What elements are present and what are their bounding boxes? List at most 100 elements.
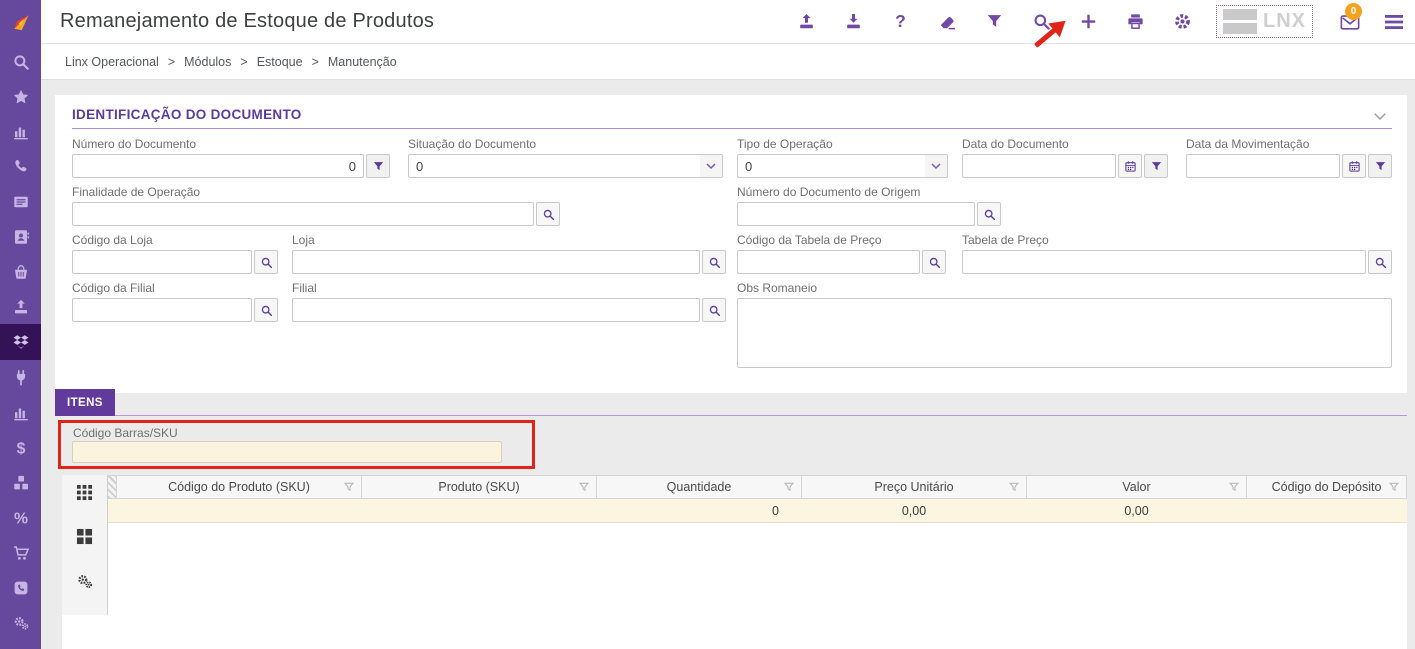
- sidebar-item-upload[interactable]: [0, 289, 41, 324]
- sidebar-item-list-card[interactable]: [0, 184, 41, 219]
- calendar-icon[interactable]: [1118, 154, 1142, 178]
- notifications-button[interactable]: 0: [1339, 2, 1362, 32]
- sidebar-item-star[interactable]: [0, 79, 41, 114]
- column-header[interactable]: Código do Depósito: [1247, 476, 1407, 498]
- search-icon[interactable]: [922, 250, 946, 274]
- column-filter-icon[interactable]: [1008, 481, 1020, 493]
- lnx-logo-placeholder[interactable]: LNX: [1216, 5, 1313, 38]
- plus-icon[interactable]: [1078, 12, 1098, 32]
- svg-text:%: %: [13, 510, 27, 527]
- column-header[interactable]: Preço Unitário: [802, 476, 1027, 498]
- filial-input[interactable]: [292, 298, 700, 322]
- grid-header-row: Código do Produto (SKU) Produto (SKU) Quan…: [108, 475, 1407, 499]
- field-label: Situação do Documento: [408, 137, 537, 151]
- search-icon[interactable]: [977, 202, 1001, 226]
- sidebar-item-basket[interactable]: [0, 254, 41, 289]
- codigo-tabela-preco-input[interactable]: [737, 250, 920, 274]
- codigo-filial-input[interactable]: [72, 298, 252, 322]
- grid-settings-icon[interactable]: [76, 572, 93, 589]
- tabela-preco-input[interactable]: [962, 250, 1366, 274]
- search-icon[interactable]: [254, 298, 278, 322]
- breadcrumb-item[interactable]: Módulos: [184, 54, 232, 69]
- hamburger-menu-icon[interactable]: [1385, 14, 1403, 30]
- column-filter-icon[interactable]: [578, 481, 590, 493]
- grid-view-icon[interactable]: [76, 484, 93, 501]
- phone-icon: [12, 158, 30, 176]
- filter-icon[interactable]: [984, 12, 1004, 32]
- search-icon[interactable]: [702, 250, 726, 274]
- field-label: Código da Filial: [72, 281, 155, 295]
- sidebar-item-dropbox[interactable]: [0, 324, 41, 360]
- download-icon[interactable]: [843, 12, 863, 32]
- search-icon[interactable]: [1031, 12, 1051, 32]
- calendar-icon[interactable]: [1342, 154, 1366, 178]
- column-header[interactable]: Código do Produto (SKU): [117, 476, 362, 498]
- lnx-bars-icon: [1223, 9, 1257, 34]
- table-cell[interactable]: [117, 499, 362, 522]
- situacao-documento-select[interactable]: 0: [408, 154, 723, 178]
- field-label: Data da Movimentação: [1186, 137, 1310, 151]
- sidebar-item-cart[interactable]: [0, 535, 41, 570]
- chevron-down-icon[interactable]: [925, 155, 947, 177]
- table-cell[interactable]: 0: [772, 503, 779, 518]
- breadcrumb-item[interactable]: Linx Operacional: [65, 54, 159, 69]
- column-header[interactable]: Valor: [1027, 476, 1247, 498]
- table-cell[interactable]: 0,00: [1124, 503, 1149, 518]
- filter-icon[interactable]: [366, 154, 390, 178]
- search-icon[interactable]: [1368, 250, 1392, 274]
- field-label: Obs Romaneio: [737, 281, 818, 295]
- tipo-operacao-select[interactable]: 0: [737, 154, 948, 178]
- obs-romaneio-textarea[interactable]: [737, 298, 1392, 368]
- sidebar-item-dollar[interactable]: $: [0, 430, 41, 465]
- search-icon[interactable]: [702, 298, 726, 322]
- sidebar-item-search[interactable]: [0, 44, 41, 79]
- sidebar-item-cubes[interactable]: [0, 465, 41, 500]
- numero-documento-input[interactable]: [72, 154, 364, 178]
- table-row[interactable]: 0 0,00 0,00: [108, 499, 1407, 523]
- column-filter-icon[interactable]: [1388, 481, 1400, 493]
- filter-icon[interactable]: [1144, 154, 1168, 178]
- column-filter-icon[interactable]: [783, 481, 795, 493]
- breadcrumb-item[interactable]: Manutenção: [327, 54, 397, 69]
- numero-documento-origem-input[interactable]: [737, 202, 975, 226]
- sidebar-item-bar-chart[interactable]: [0, 114, 41, 149]
- table-cell[interactable]: 0,00: [901, 503, 927, 518]
- collapse-section-button[interactable]: [1371, 107, 1389, 125]
- codigo-barras-sku-input[interactable]: [72, 441, 502, 463]
- print-icon[interactable]: [1125, 12, 1145, 32]
- table-cell[interactable]: [1247, 499, 1407, 522]
- field-label: Número do Documento de Origem: [737, 185, 921, 199]
- gear-icon[interactable]: [1172, 12, 1192, 32]
- sidebar-item-plug[interactable]: [0, 360, 41, 395]
- filter-icon[interactable]: [1368, 154, 1392, 178]
- basket-icon: [12, 263, 30, 281]
- tab-itens[interactable]: ITENS: [55, 389, 115, 416]
- column-header[interactable]: Produto (SKU): [362, 476, 597, 498]
- column-filter-icon[interactable]: [343, 481, 355, 493]
- sidebar-item-gears[interactable]: [0, 605, 41, 640]
- column-header[interactable]: Quantidade: [597, 476, 802, 498]
- field-label: Finalidade de Operação: [72, 185, 201, 199]
- codigo-loja-input[interactable]: [72, 250, 252, 274]
- sidebar-item-phone-app[interactable]: [0, 570, 41, 605]
- eraser-icon[interactable]: [937, 12, 957, 32]
- sidebar-item-phone[interactable]: [0, 149, 41, 184]
- sidebar-item-bar-chart[interactable]: [0, 395, 41, 430]
- finalidade-operacao-input[interactable]: [72, 202, 534, 226]
- help-icon[interactable]: ?: [890, 12, 910, 32]
- search-icon[interactable]: [254, 250, 278, 274]
- sidebar-item-percent[interactable]: %: [0, 500, 41, 535]
- breadcrumb-item[interactable]: Estoque: [256, 54, 303, 69]
- search-icon[interactable]: [536, 202, 560, 226]
- chevron-down-icon[interactable]: [700, 155, 722, 177]
- tiles-view-icon[interactable]: [76, 528, 93, 545]
- table-cell[interactable]: [362, 499, 597, 522]
- linx-logo-icon[interactable]: [0, 0, 41, 44]
- loja-input[interactable]: [292, 250, 700, 274]
- sidebar-item-address-book[interactable]: [0, 219, 41, 254]
- data-movimentacao-input[interactable]: [1186, 154, 1340, 178]
- data-documento-input[interactable]: [962, 154, 1116, 178]
- section-divider: [72, 128, 1392, 129]
- upload-icon[interactable]: [796, 12, 816, 32]
- column-filter-icon[interactable]: [1228, 481, 1240, 493]
